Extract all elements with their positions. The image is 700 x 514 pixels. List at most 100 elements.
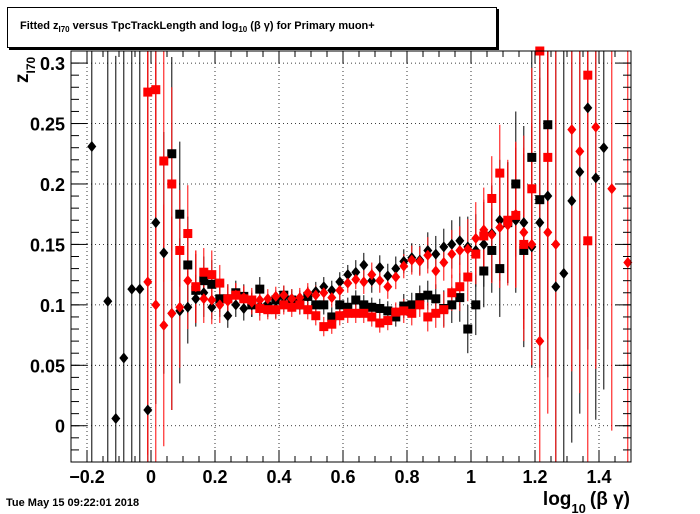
data-point	[543, 190, 553, 202]
data-point	[439, 257, 449, 269]
data-point	[351, 266, 361, 278]
data-point	[151, 217, 161, 229]
data-point	[311, 311, 321, 321]
data-point	[151, 299, 161, 311]
data-point	[311, 300, 321, 310]
data-point	[143, 276, 153, 288]
data-point	[391, 263, 401, 275]
data-point	[583, 236, 593, 246]
data-point	[183, 229, 193, 239]
title-box: Fitted zI70 versus TpcTrackLength and lo…	[7, 7, 497, 48]
data-point	[191, 293, 201, 305]
data-point	[255, 303, 265, 313]
data-point	[279, 289, 289, 301]
data-point	[407, 254, 417, 266]
y-axis-title: zI70	[12, 56, 38, 83]
data-point	[463, 272, 473, 282]
data-point	[263, 293, 273, 305]
data-point	[271, 290, 281, 302]
data-point	[207, 294, 217, 306]
data-point	[351, 295, 361, 305]
data-point	[239, 302, 249, 314]
data-point	[535, 335, 545, 347]
data-point	[551, 238, 561, 250]
data-point	[343, 308, 353, 318]
data-point	[191, 282, 201, 292]
data-point	[583, 70, 593, 80]
data-point	[367, 269, 377, 281]
data-point	[543, 152, 553, 162]
data-point	[479, 231, 489, 241]
data-point	[375, 318, 385, 328]
data-point	[543, 226, 553, 238]
data-point	[431, 308, 441, 318]
data-point	[183, 301, 193, 313]
data-point	[487, 245, 497, 255]
data-point	[447, 288, 457, 298]
data-point	[391, 307, 401, 317]
data-point	[327, 312, 337, 322]
data-point	[551, 281, 561, 293]
data-point	[167, 307, 177, 319]
data-point	[367, 312, 377, 322]
data-point	[159, 247, 169, 259]
data-point	[407, 308, 417, 318]
data-point	[103, 295, 113, 307]
data-point	[223, 294, 233, 304]
data-point	[487, 229, 497, 241]
data-point	[415, 300, 425, 310]
data-point	[247, 295, 257, 305]
data-point	[591, 172, 601, 184]
data-point	[151, 85, 161, 95]
x-axis-title: log10 (β γ)	[543, 489, 630, 514]
data-point	[503, 215, 513, 225]
plot-background	[71, 51, 631, 462]
data-point	[415, 293, 425, 303]
data-point	[215, 294, 225, 304]
data-point	[215, 299, 225, 311]
data-point	[431, 265, 441, 277]
data-point	[215, 278, 225, 288]
data-point	[119, 352, 129, 364]
data-point	[143, 87, 153, 97]
chart-title: Fitted zI70 versus TpcTrackLength and lo…	[20, 20, 375, 35]
data-point	[327, 284, 337, 296]
data-point	[383, 316, 393, 326]
data-point	[511, 179, 521, 189]
data-point	[399, 301, 409, 311]
data-point	[127, 283, 137, 295]
data-point	[199, 287, 209, 299]
data-point	[495, 214, 505, 226]
data-point	[447, 238, 457, 250]
data-point	[495, 168, 505, 178]
data-point	[159, 319, 169, 331]
data-point	[527, 152, 537, 162]
y-tick-label: 0.2	[40, 175, 65, 195]
data-point	[519, 226, 529, 238]
data-point	[455, 235, 465, 247]
data-point	[479, 238, 489, 250]
data-point	[519, 217, 529, 229]
y-tick-label: 0.15	[30, 235, 65, 255]
data-point	[399, 306, 409, 316]
data-point	[399, 260, 409, 272]
data-point	[455, 244, 465, 256]
data-point	[407, 300, 417, 310]
data-point	[527, 238, 537, 250]
data-point	[175, 209, 185, 219]
data-point	[335, 276, 345, 288]
data-point	[495, 221, 505, 233]
data-point	[519, 239, 529, 249]
data-point	[159, 156, 169, 166]
data-point	[327, 292, 337, 304]
data-point	[207, 279, 217, 289]
data-point	[575, 145, 585, 157]
data-point	[447, 248, 457, 260]
data-point	[439, 241, 449, 253]
data-point	[359, 308, 369, 318]
data-point	[87, 140, 97, 152]
data-point	[463, 243, 473, 255]
data-point	[295, 300, 305, 310]
data-point	[303, 287, 313, 299]
data-point	[351, 308, 361, 318]
